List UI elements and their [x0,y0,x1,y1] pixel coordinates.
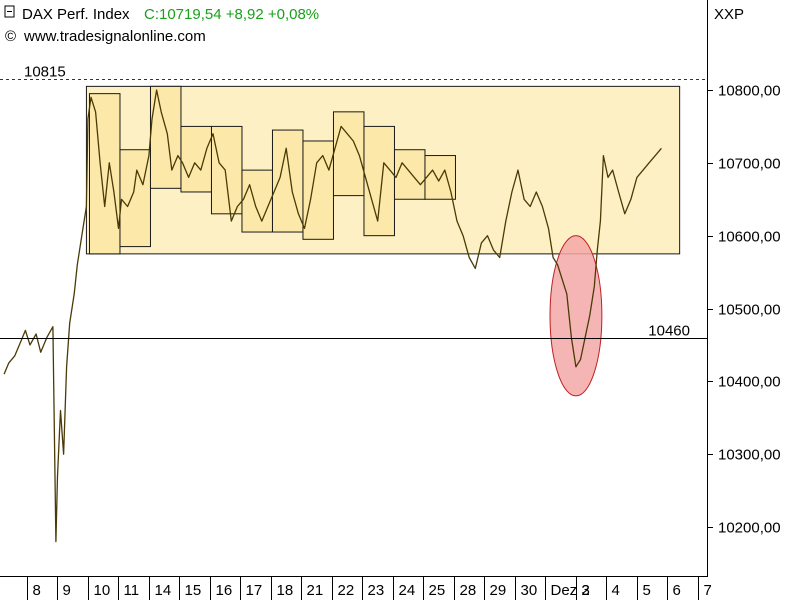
daily-range-box [271,129,304,233]
chart-header: DAX Perf. Index C:10719,54 +8,92 +0,08% … [4,5,744,45]
y-tick-label: 10800,00 [718,83,781,100]
x-tick-label: 11 [124,582,140,599]
x-tick-label: 24 [399,582,416,599]
price-axis: 10200,00 10300,00 10400,00 10500,00 10600,00… [707,83,781,537]
daily-range-box [88,93,121,255]
x-tick-label: 7 [704,582,712,599]
x-tick-label: 8 [33,582,41,599]
y-tick-label: 10200,00 [718,520,781,537]
reference-line-label: 10815 [24,64,66,81]
highlight-ellipse [549,235,603,397]
x-tick-label: 5 [643,582,651,599]
x-tick-label: 14 [155,582,172,599]
x-tick-label: 23 [368,582,385,599]
x-tick-label: 9 [63,582,71,599]
daily-range-box [393,149,426,200]
instrument-name: DAX Perf. Index [22,6,130,23]
x-tick-label: 21 [307,582,324,599]
daily-range-box [363,125,395,237]
x-tick-label: 6 [673,582,681,599]
daily-range-box [149,85,182,189]
x-tick-label: 10 [94,582,111,599]
x-tick-label: 16 [216,582,233,599]
x-tick-label: 29 [490,582,507,599]
y-tick-label: 10600,00 [718,229,781,246]
x-tick-label: 28 [460,582,477,599]
time-axis: 8 9 10 11 14 15 16 17 18 21 22 23 24 25 28 29 30 Dez 23 4 5… [27,577,712,600]
exchange-code: XXP [714,6,744,23]
reference-lines-layer: 10815 10460 [0,64,707,340]
x-tick-label: 17 [246,582,263,599]
y-tick-label: 10700,00 [718,156,781,173]
copyright-symbol: © [5,28,16,45]
reference-line-label: 10460 [648,323,690,340]
x-tick-label: 15 [185,582,202,599]
x-tick-label: 30 [521,582,538,599]
daily-range-box [180,125,212,193]
collapse-icon[interactable] [4,5,15,18]
highlight-layer [549,235,603,397]
daily-range-box [241,169,273,233]
daily-range-box [210,125,243,215]
daily-range-box [302,140,334,240]
y-tick-label: 10500,00 [718,302,781,319]
price-series-layer [3,89,662,543]
x-tick-label: 4 [612,582,620,599]
data-source: www.tradesignalonline.com [23,28,206,45]
x-tick-label: 3 [582,582,590,599]
y-tick-label: 10400,00 [718,374,781,391]
x-tick-label: 25 [429,582,446,599]
y-tick-label: 10300,00 [718,447,781,464]
x-tick-label: Dez 2 [551,582,590,599]
daily-range-box [119,149,151,248]
last-quote: C:10719,54 +8,92 +0,08% [144,6,319,23]
x-tick-label: 22 [338,582,355,599]
x-tick-label: 18 [277,582,294,599]
daily-range-box [332,111,365,197]
price-line [3,89,662,543]
